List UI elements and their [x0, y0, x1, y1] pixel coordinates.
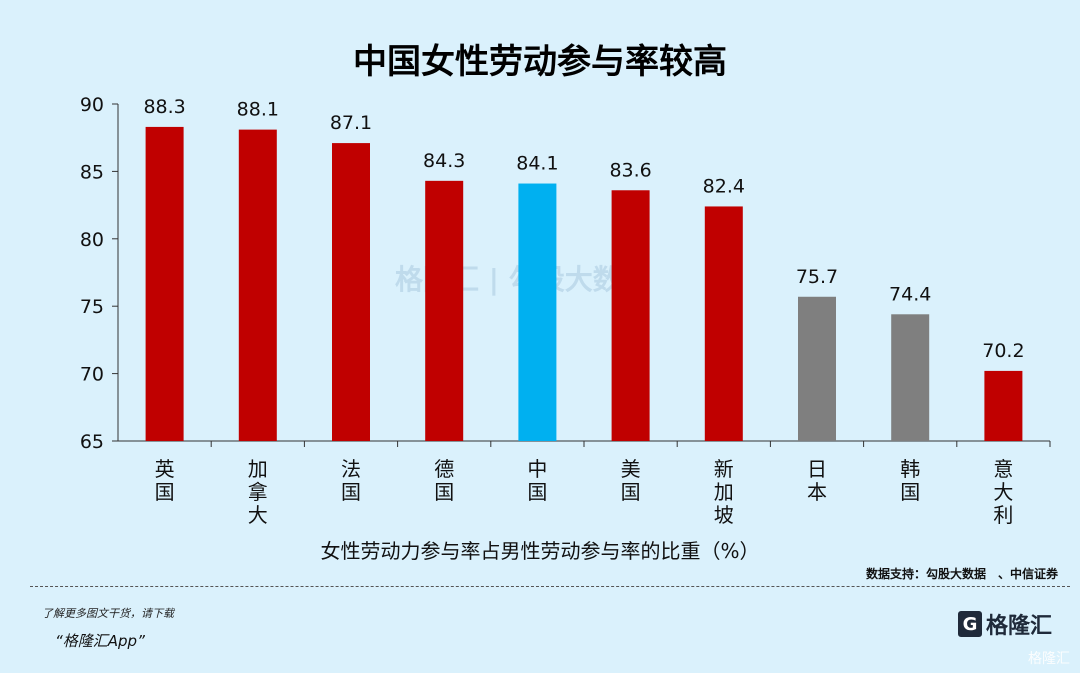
promo-app-name: “格隆汇App” [55, 632, 145, 650]
x-tick-label: 法 [341, 457, 361, 481]
data-label: 75.7 [796, 266, 838, 288]
x-tick-label: 韩 [900, 457, 920, 481]
source-note: 数据支持：勾股大数据 、中信证券 [865, 567, 1058, 581]
chart-title: 中国女性劳动参与率较高 [353, 42, 727, 82]
bar [798, 296, 836, 441]
x-tick-label: 英 [155, 457, 175, 481]
divider [30, 586, 1070, 587]
y-tick-label: 90 [80, 94, 104, 116]
y-tick-label: 65 [80, 431, 104, 453]
promo-text: 了解更多图文干货，请下载 [42, 607, 174, 620]
x-tick-label: 国 [900, 480, 920, 504]
bar [145, 126, 184, 441]
x-tick-label: 国 [527, 480, 547, 504]
y-tick-label: 70 [80, 364, 104, 386]
data-label: 83.6 [609, 159, 651, 181]
data-label: 84.1 [516, 153, 558, 175]
x-tick-label: 意 [993, 457, 1013, 481]
x-tick-label: 国 [621, 480, 641, 504]
data-label: 87.1 [330, 112, 372, 134]
data-label: 84.3 [423, 150, 465, 172]
x-tick-label: 利 [993, 503, 1013, 527]
x-tick-label: 坡 [714, 503, 734, 527]
logo-g-icon: G [957, 611, 982, 637]
bar [891, 314, 930, 441]
watermark: 格隆汇 [1028, 651, 1070, 667]
y-tick-label: 85 [80, 161, 104, 183]
bar [425, 180, 464, 441]
bar [704, 206, 743, 441]
data-label: 70.2 [982, 340, 1024, 362]
bar [611, 190, 650, 441]
bar [238, 129, 277, 441]
y-tick-label: 75 [80, 296, 104, 318]
x-tick-label: 大 [993, 480, 1013, 504]
x-tick-label: 国 [341, 480, 361, 504]
logo: G 格隆汇 [957, 608, 1052, 640]
y-tick-label: 80 [80, 229, 104, 251]
x-tick-label: 新 [714, 457, 734, 481]
bar [332, 143, 370, 442]
x-tick-label: 本 [807, 480, 827, 504]
x-tick-label: 德 [434, 457, 454, 481]
bar [984, 370, 1023, 441]
data-label: 82.4 [703, 175, 745, 197]
x-tick-label: 拿 [248, 480, 268, 504]
x-tick-label: 中 [527, 457, 547, 481]
x-tick-label: 国 [434, 480, 454, 504]
data-label: 88.3 [143, 96, 185, 118]
x-tick-label: 美 [621, 457, 641, 481]
x-axis-label: 女性劳动力参与率占男性劳动参与率的比重（%） [320, 539, 760, 563]
x-tick-label: 日 [807, 457, 827, 481]
data-label: 88.1 [237, 99, 279, 121]
logo-text: 格隆汇 [985, 614, 1052, 639]
x-tick-label: 大 [248, 503, 268, 527]
x-tick-label: 加 [714, 480, 734, 504]
data-label: 74.4 [889, 283, 931, 305]
x-tick-label: 加 [248, 457, 268, 481]
bar [518, 183, 557, 442]
x-tick-label: 国 [155, 480, 175, 504]
